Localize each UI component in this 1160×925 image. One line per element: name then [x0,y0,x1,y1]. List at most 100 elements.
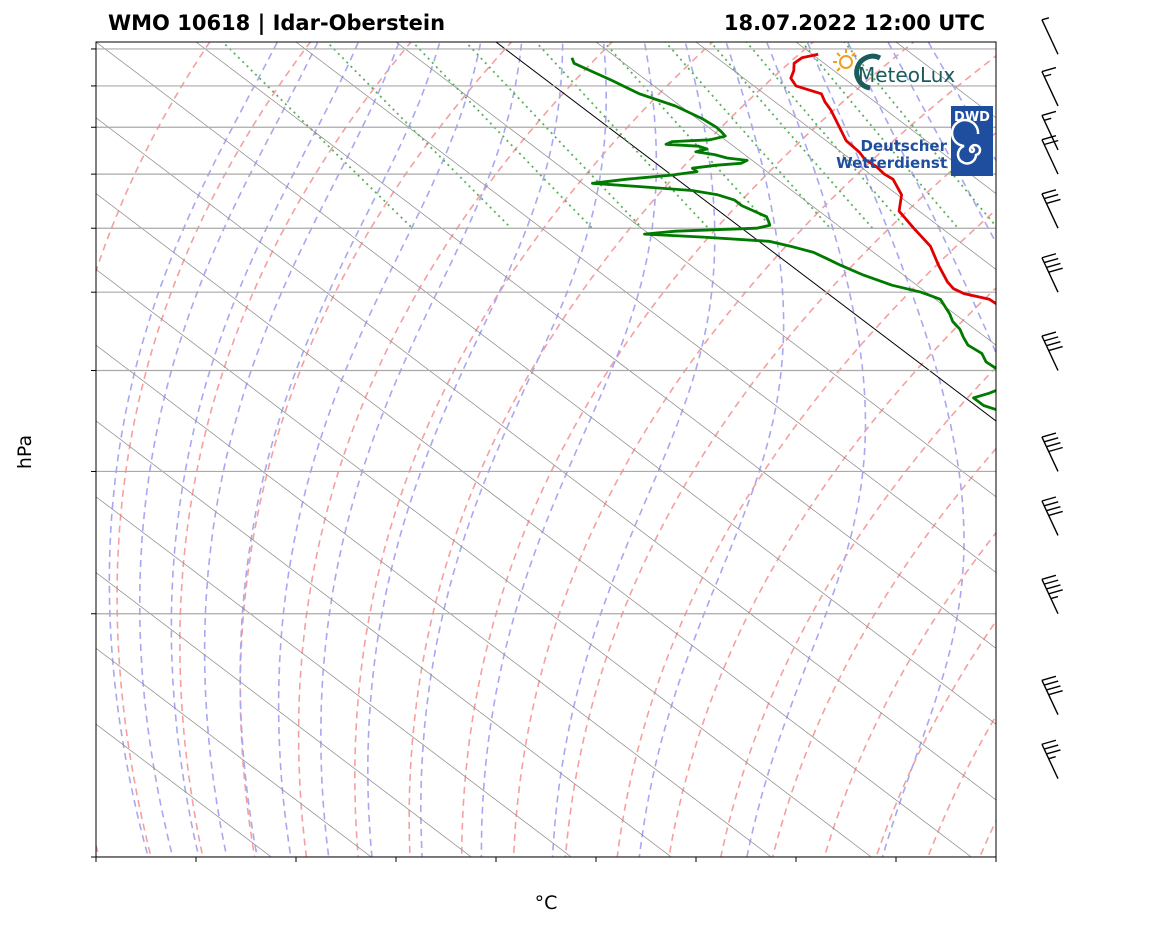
moist-adiabat [138,42,319,857]
barb-flag [1048,345,1063,352]
meteolux-swoosh-icon [854,53,882,91]
moist-adiabat [638,42,785,857]
moist-adiabat [319,42,523,857]
dwd-spiral-icon [950,118,982,165]
wind-barb [1041,574,1063,615]
moist-adiabat [277,42,482,857]
x-axis-label: °C [535,892,558,914]
mixing-ratio-line [464,42,643,229]
moist-adiabat [108,42,279,857]
dry-adiabat [1066,32,1160,894]
dry-adiabat [408,42,815,857]
meteolux-text: MeteoLux [858,63,955,87]
isotherm [395,42,996,498]
barb-flag [1046,341,1061,347]
wind-barb [1041,496,1063,536]
mixing-ratio-line [709,42,874,229]
barb-flag [1041,675,1057,681]
moist-adiabat [806,42,965,857]
isotherm [96,496,572,857]
isotherm [96,117,996,801]
barb-flag [1041,110,1057,117]
axis-ticks [91,48,997,862]
isotherm [96,193,972,857]
isotherm [295,42,996,574]
barb-flag [1046,441,1061,448]
dwd-badge [951,106,993,176]
wind-barb [1041,739,1061,779]
sun-icon [833,49,856,72]
barb-staff [1041,139,1059,175]
barb-flag [1041,739,1057,745]
wind-barb [1041,331,1063,371]
dry-adiabat [978,819,996,857]
isotherm [96,344,772,857]
wind-barb [1041,66,1059,107]
barb-flag [1041,432,1057,438]
barb-staff [1041,115,1059,151]
dewpoint-profile [570,57,996,412]
dry-adiabat [239,42,513,857]
dry-adiabat [1116,32,1160,894]
moist-adiabat [239,42,441,857]
barb-flag [1046,749,1061,755]
barb-flag [1048,510,1063,517]
barb-flag [1043,437,1059,443]
isotherm [96,723,272,857]
moist-adiabat [887,42,996,245]
barb-half-flag [1043,117,1052,121]
wind-barb [1041,675,1063,716]
dry-adiabat [616,208,996,857]
barb-flag [1048,446,1063,453]
isotherm [96,268,872,857]
barb-staff [1041,743,1059,779]
dry-adiabat [353,42,714,857]
barb-flag [1041,331,1057,337]
isotherm [595,42,996,346]
wind-barb [1041,189,1061,229]
moist-adiabat [927,42,996,163]
moist-adiabat [170,42,360,857]
barb-half-flag [1043,73,1052,78]
isotherm [96,572,472,857]
barb-flag [1041,253,1057,259]
dwd-text-line1: Deutscher [860,137,947,155]
dry-adiabat [96,42,211,857]
barb-flag [1041,135,1057,141]
barb-flag [1043,680,1059,686]
wind-barb [1041,432,1063,472]
barb-flag [1046,584,1061,590]
isotherm [96,420,672,857]
meteolux-logo: MeteoLux [833,49,955,91]
barb-flag [1043,579,1059,585]
barb-staff [1041,436,1059,472]
grid-lines [96,32,1160,894]
wind-barb [1041,253,1063,293]
dry-adiabat [564,131,996,857]
isotherm [995,42,996,43]
chart-title-station: WMO 10618 | Idar-Oberstein [108,11,445,36]
wind-barb [1041,135,1059,175]
wind-barb [1041,110,1059,151]
dwd-text-line2: Wetterdienst [836,154,947,172]
barb-staff [1041,71,1059,107]
barb-staff [1041,679,1059,716]
dry-adiabat [116,42,312,857]
barb-flag [1048,267,1063,273]
dry-adiabat [460,42,916,857]
dry-adiabat [719,366,996,857]
barb-flag [1041,66,1057,73]
barb-flag [1041,574,1057,580]
mixing-ratio-line [411,42,593,229]
barb-staff [1041,257,1059,293]
barb-staff [1041,193,1059,229]
barb-half-flag [1048,756,1056,760]
barb-half-flag [1041,17,1050,21]
plot-frame [95,41,997,858]
mixing-ratio-line [745,42,907,229]
y-axis-label: hPa [14,435,36,469]
barb-flag [1043,257,1059,264]
moist-adiabat [551,42,716,857]
barb-staff [1041,19,1059,55]
